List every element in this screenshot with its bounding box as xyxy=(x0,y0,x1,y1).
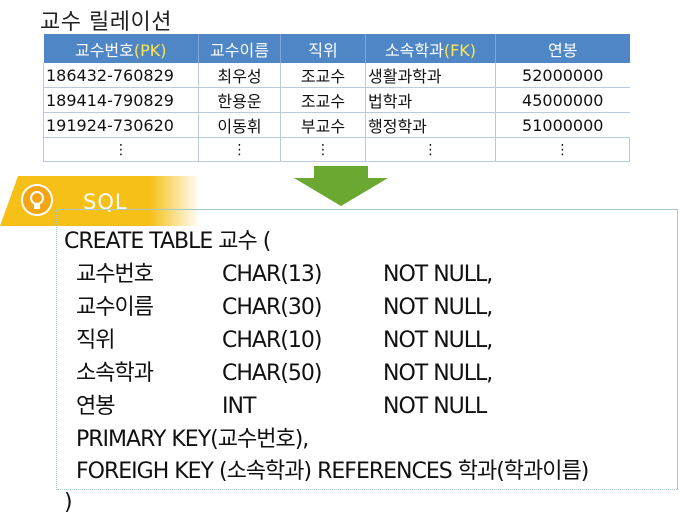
column-header-salary: 연봉 xyxy=(495,34,630,63)
ellipsis-cell: ⋮ xyxy=(280,137,366,162)
professor-relation-table: 교수번호(PK) 교수이름 직위 소속학과(FK) 연봉 186432-7608… xyxy=(43,34,630,162)
ellipsis-cell: ⋮ xyxy=(43,137,199,162)
table-row: 189414-790829 한용운 조교수 법학과 45000000 xyxy=(43,87,630,113)
sql-tab-banner xyxy=(0,176,200,226)
pk-marker: (PK) xyxy=(133,40,167,60)
field-constraint: NOT NULL, xyxy=(383,295,493,320)
cell-id: 189414-790829 xyxy=(43,87,199,113)
field-type: CHAR(30) xyxy=(222,295,322,320)
cell-rank: 부교수 xyxy=(280,112,366,138)
cell-dept: 행정학과 xyxy=(365,112,496,138)
column-header-rank: 직위 xyxy=(280,34,366,63)
ellipsis-cell: ⋮ xyxy=(495,137,630,162)
field-constraint: NOT NULL, xyxy=(383,361,493,386)
column-header-name: 교수이름 xyxy=(198,34,281,63)
field-type: CHAR(13) xyxy=(222,262,322,287)
create-table-line: CREATE TABLE 교수 ( xyxy=(64,229,271,254)
cell-salary: 45000000 xyxy=(495,87,630,113)
field-type: CHAR(10) xyxy=(222,328,322,353)
field-constraint: NOT NULL xyxy=(383,394,487,419)
table-header-row: 교수번호(PK) 교수이름 직위 소속학과(FK) 연봉 xyxy=(43,34,630,63)
field-type: INT xyxy=(222,394,256,419)
field-name: 교수번호 xyxy=(76,262,154,287)
column-header-id: 교수번호(PK) xyxy=(43,34,199,63)
field-name: 소속학과 xyxy=(76,361,154,386)
field-type: CHAR(50) xyxy=(222,361,322,386)
cell-id: 186432-760829 xyxy=(43,63,199,88)
cell-salary: 52000000 xyxy=(495,63,630,88)
ellipsis-row: ⋮ ⋮ ⋮ ⋮ ⋮ xyxy=(43,137,630,162)
cell-rank: 조교수 xyxy=(280,87,366,113)
relation-title: 교수 릴레이션 xyxy=(40,10,172,35)
field-name: 교수이름 xyxy=(76,295,154,320)
ellipsis-cell: ⋮ xyxy=(365,137,496,162)
column-header-dept: 소속학과(FK) xyxy=(365,34,496,63)
cell-id: 191924-730620 xyxy=(43,112,199,138)
field-name: 직위 xyxy=(76,328,115,353)
ellipsis-cell: ⋮ xyxy=(198,137,281,162)
field-constraint: NOT NULL, xyxy=(383,328,493,353)
cell-dept: 생활과학과 xyxy=(365,63,496,88)
primary-key-line: PRIMARY KEY(교수번호), xyxy=(76,427,309,452)
foreign-key-line: FOREIGH KEY (소속학과) REFERENCES 학과(학과이름) xyxy=(76,459,589,484)
table-row: 191924-730620 이동휘 부교수 행정학과 51000000 xyxy=(43,112,630,138)
cell-name: 이동휘 xyxy=(198,112,281,138)
close-paren-line: ) xyxy=(64,490,73,515)
sql-label: SQL xyxy=(83,190,128,214)
down-arrow-icon xyxy=(294,166,388,206)
cell-name: 한용운 xyxy=(198,87,281,113)
sql-code-box xyxy=(56,209,678,490)
cell-dept: 법학과 xyxy=(365,87,496,113)
cell-name: 최우성 xyxy=(198,63,281,88)
field-constraint: NOT NULL, xyxy=(383,262,493,287)
cell-salary: 51000000 xyxy=(495,112,630,138)
lightbulb-icon xyxy=(21,184,53,216)
field-name: 연봉 xyxy=(76,394,115,419)
cell-rank: 조교수 xyxy=(280,63,366,88)
fk-marker: (FK) xyxy=(443,40,477,60)
table-row: 186432-760829 최우성 조교수 생활과학과 52000000 xyxy=(43,63,630,88)
